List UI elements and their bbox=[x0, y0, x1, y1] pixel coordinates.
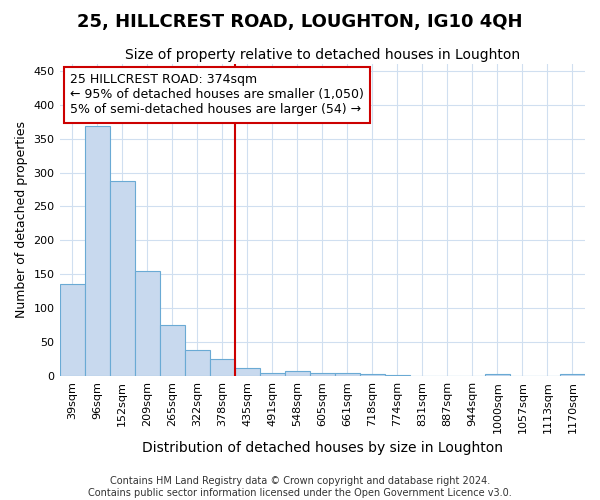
Bar bbox=[310, 372, 335, 376]
Bar bbox=[185, 350, 209, 376]
Bar bbox=[485, 374, 510, 376]
Title: Size of property relative to detached houses in Loughton: Size of property relative to detached ho… bbox=[125, 48, 520, 62]
Bar bbox=[335, 373, 360, 376]
Bar bbox=[160, 325, 185, 376]
Bar bbox=[110, 182, 134, 376]
X-axis label: Distribution of detached houses by size in Loughton: Distribution of detached houses by size … bbox=[142, 441, 503, 455]
Bar bbox=[385, 374, 410, 376]
Bar bbox=[360, 374, 385, 376]
Bar bbox=[560, 374, 585, 376]
Text: 25, HILLCREST ROAD, LOUGHTON, IG10 4QH: 25, HILLCREST ROAD, LOUGHTON, IG10 4QH bbox=[77, 12, 523, 30]
Text: Contains HM Land Registry data © Crown copyright and database right 2024.
Contai: Contains HM Land Registry data © Crown c… bbox=[88, 476, 512, 498]
Text: 25 HILLCREST ROAD: 374sqm
← 95% of detached houses are smaller (1,050)
5% of sem: 25 HILLCREST ROAD: 374sqm ← 95% of detac… bbox=[70, 74, 364, 116]
Bar bbox=[59, 284, 85, 376]
Bar bbox=[235, 368, 260, 376]
Bar bbox=[134, 271, 160, 376]
Bar bbox=[285, 371, 310, 376]
Y-axis label: Number of detached properties: Number of detached properties bbox=[15, 122, 28, 318]
Bar bbox=[209, 359, 235, 376]
Bar bbox=[85, 126, 110, 376]
Bar bbox=[260, 372, 285, 376]
